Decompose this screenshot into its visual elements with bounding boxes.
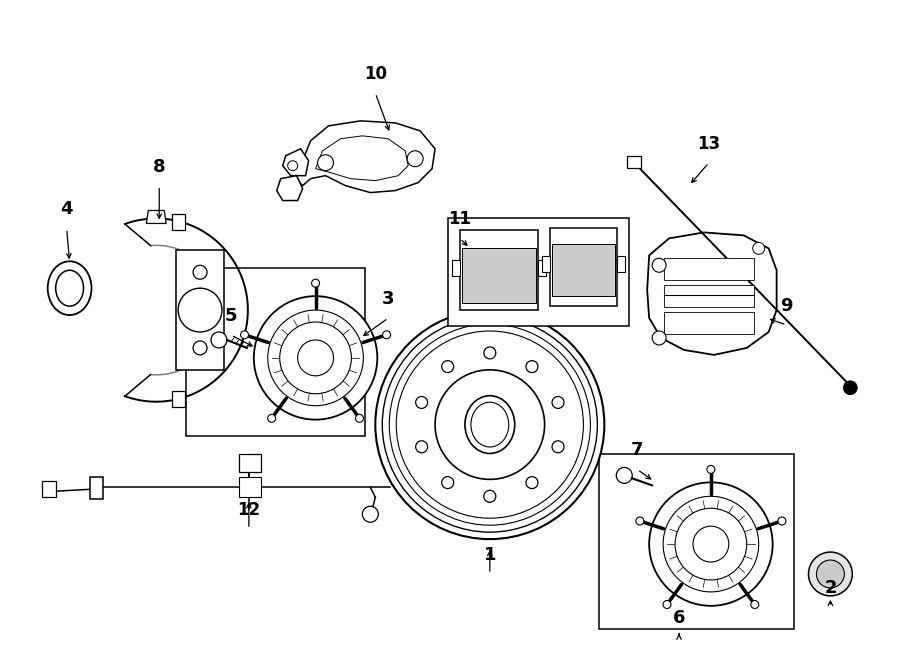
Bar bbox=[627, 156, 641, 168]
Bar bbox=[460, 231, 537, 310]
Circle shape bbox=[396, 331, 583, 518]
Circle shape bbox=[363, 506, 378, 522]
Bar bbox=[542, 256, 550, 272]
Circle shape bbox=[778, 517, 786, 525]
Circle shape bbox=[484, 490, 496, 502]
Circle shape bbox=[675, 508, 747, 580]
Bar bbox=[238, 455, 261, 473]
Text: 7: 7 bbox=[631, 442, 644, 459]
Circle shape bbox=[280, 322, 351, 394]
Circle shape bbox=[526, 477, 538, 488]
Bar bbox=[537, 260, 545, 276]
Circle shape bbox=[552, 397, 564, 408]
Circle shape bbox=[484, 347, 496, 359]
Circle shape bbox=[267, 414, 275, 422]
Circle shape bbox=[663, 601, 671, 609]
Polygon shape bbox=[172, 214, 184, 229]
Bar bbox=[664, 312, 753, 334]
Circle shape bbox=[194, 265, 207, 279]
Circle shape bbox=[178, 288, 222, 332]
Polygon shape bbox=[89, 477, 104, 499]
Circle shape bbox=[652, 258, 666, 272]
Polygon shape bbox=[283, 149, 309, 176]
Ellipse shape bbox=[465, 396, 515, 453]
Circle shape bbox=[752, 243, 765, 254]
Circle shape bbox=[318, 155, 334, 171]
Text: 13: 13 bbox=[698, 135, 721, 153]
Circle shape bbox=[298, 340, 334, 376]
Bar bbox=[599, 455, 794, 629]
Circle shape bbox=[435, 370, 544, 479]
Text: 11: 11 bbox=[448, 210, 472, 229]
Circle shape bbox=[211, 332, 227, 348]
Circle shape bbox=[808, 552, 852, 596]
Bar bbox=[550, 229, 617, 306]
Circle shape bbox=[751, 601, 759, 609]
Circle shape bbox=[552, 441, 564, 453]
Text: 10: 10 bbox=[364, 65, 387, 83]
Bar bbox=[41, 481, 56, 497]
Circle shape bbox=[375, 310, 604, 539]
Circle shape bbox=[693, 526, 729, 562]
Bar bbox=[552, 245, 616, 296]
Polygon shape bbox=[172, 391, 184, 407]
Circle shape bbox=[416, 441, 428, 453]
Circle shape bbox=[442, 477, 454, 488]
Bar bbox=[664, 285, 753, 307]
Circle shape bbox=[616, 467, 632, 483]
Circle shape bbox=[254, 296, 377, 420]
Text: 1: 1 bbox=[483, 546, 496, 564]
Text: 12: 12 bbox=[238, 501, 260, 519]
Ellipse shape bbox=[471, 402, 508, 447]
Text: 2: 2 bbox=[824, 579, 837, 597]
Circle shape bbox=[390, 324, 590, 525]
Circle shape bbox=[636, 517, 644, 525]
Text: 6: 6 bbox=[673, 609, 685, 627]
Circle shape bbox=[268, 310, 364, 406]
Circle shape bbox=[442, 361, 454, 373]
Polygon shape bbox=[276, 176, 302, 200]
Text: 8: 8 bbox=[153, 158, 166, 176]
Circle shape bbox=[816, 560, 844, 588]
Text: 9: 9 bbox=[780, 297, 793, 315]
Circle shape bbox=[240, 330, 248, 339]
Circle shape bbox=[652, 331, 666, 345]
Circle shape bbox=[663, 496, 759, 592]
Bar bbox=[176, 251, 224, 370]
Text: 3: 3 bbox=[382, 290, 394, 308]
Circle shape bbox=[526, 361, 538, 373]
Circle shape bbox=[311, 279, 320, 287]
Bar bbox=[452, 260, 460, 276]
Circle shape bbox=[416, 397, 428, 408]
Circle shape bbox=[649, 483, 772, 606]
Text: 4: 4 bbox=[60, 200, 73, 219]
Polygon shape bbox=[316, 136, 409, 180]
Circle shape bbox=[194, 341, 207, 355]
Bar bbox=[664, 258, 753, 280]
Bar bbox=[617, 256, 626, 272]
Polygon shape bbox=[296, 121, 435, 192]
Circle shape bbox=[407, 151, 423, 167]
Circle shape bbox=[288, 161, 298, 171]
Circle shape bbox=[194, 303, 207, 317]
Polygon shape bbox=[147, 210, 166, 223]
Ellipse shape bbox=[56, 270, 84, 306]
Circle shape bbox=[382, 317, 598, 532]
Circle shape bbox=[843, 381, 858, 395]
Bar bbox=[238, 477, 261, 497]
Bar bbox=[186, 268, 365, 436]
Ellipse shape bbox=[48, 261, 92, 315]
Circle shape bbox=[356, 414, 364, 422]
Circle shape bbox=[382, 330, 391, 339]
Polygon shape bbox=[647, 233, 777, 355]
Bar bbox=[462, 249, 536, 303]
Circle shape bbox=[706, 465, 715, 473]
Bar bbox=[448, 219, 629, 326]
Text: 5: 5 bbox=[225, 307, 238, 325]
